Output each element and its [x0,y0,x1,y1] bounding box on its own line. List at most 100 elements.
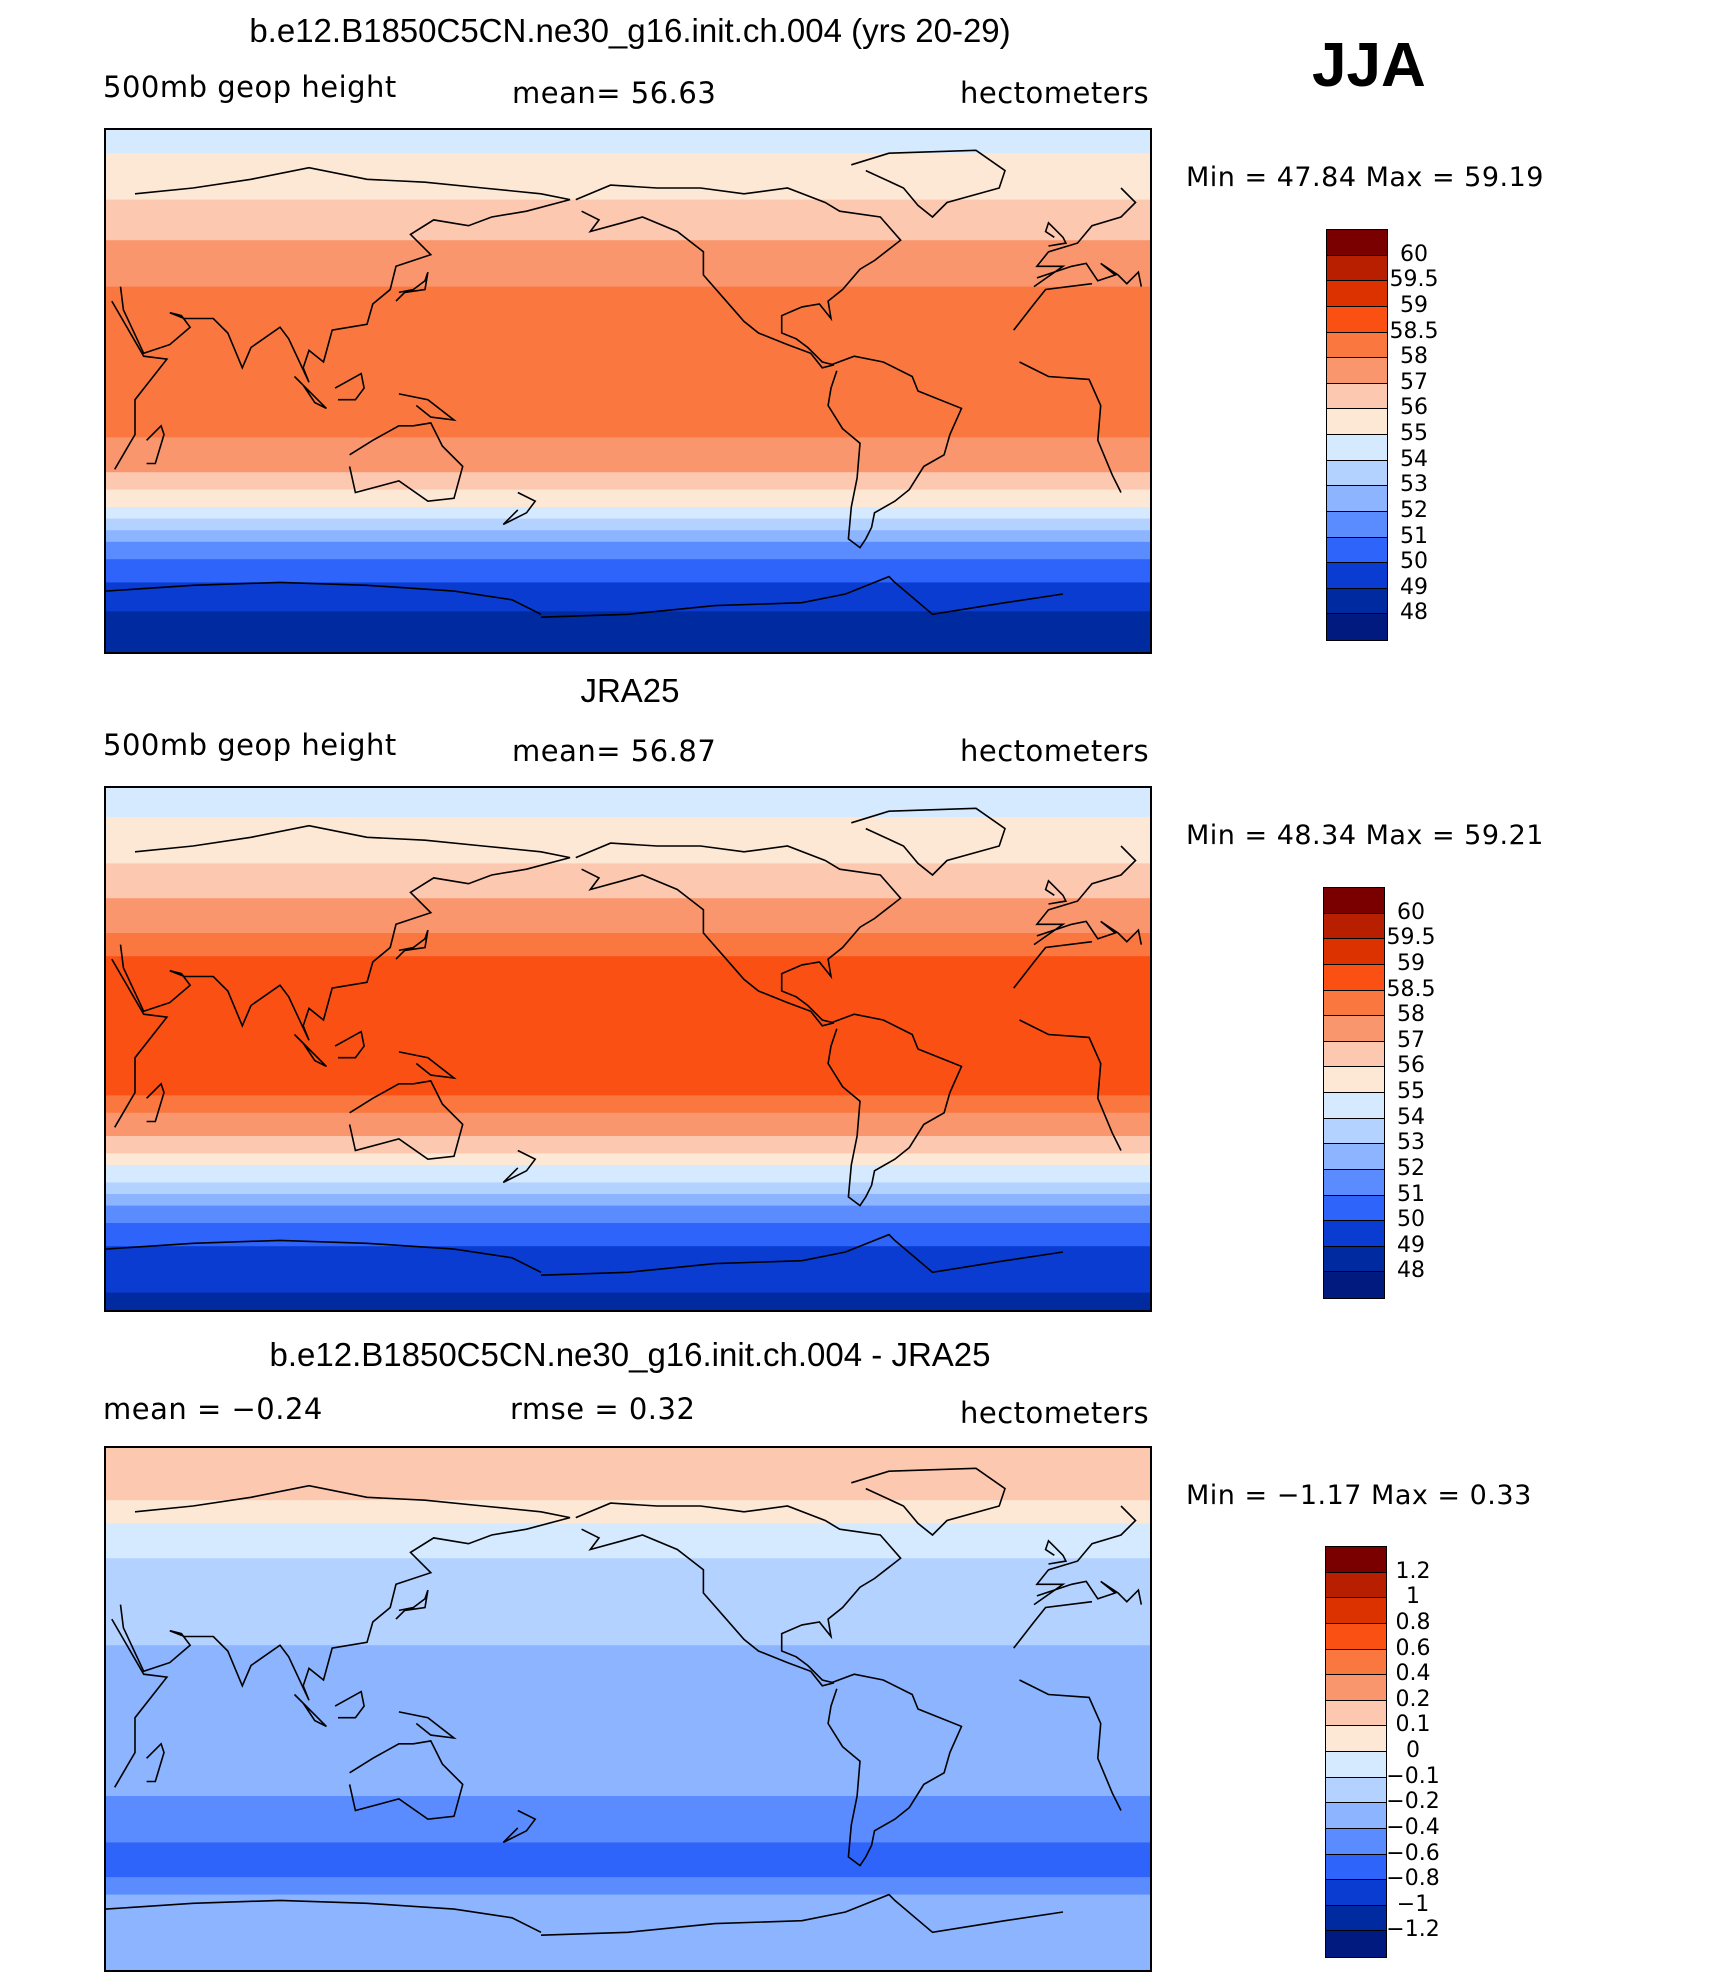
zonal-band [106,367,1150,375]
colorbar-swatch [1324,1195,1384,1222]
zonal-band [106,280,1150,288]
zonal-band [106,153,1150,160]
zonal-band [106,1147,1150,1154]
panel-1-mean-label: mean= 56.63 [512,76,717,110]
panel-1-min-max: Min = 47.84 Max = 59.19 [1186,162,1544,193]
colorbar-swatch [1327,281,1387,307]
colorbar-swatch [1324,1016,1384,1042]
zonal-band [106,565,1150,572]
zonal-band [106,1506,1150,1513]
zonal-band [106,1668,1150,1675]
season-label: JJA [1312,31,1426,100]
zonal-band [106,909,1150,917]
zonal-band [106,135,1150,143]
zonal-band [106,1482,1150,1490]
colorbar-label: 58 [1397,1002,1425,1028]
zonal-band [106,1685,1150,1693]
zonal-band [106,1540,1150,1548]
colorbar-swatch [1327,614,1387,640]
zonal-band [106,344,1150,351]
zonal-band [106,846,1150,853]
zonal-band [106,391,1150,398]
coastline [348,1740,464,1821]
zonal-band [106,892,1150,899]
zonal-band [106,875,1150,882]
zonal-band [106,634,1150,641]
colorbar-label: −0.2 [1386,1789,1440,1815]
zonal-band [106,1511,1150,1519]
colorbar-label: 55 [1400,421,1428,446]
coastline [1033,845,1137,946]
colorbar-label: 58.5 [1386,976,1436,1002]
zonal-band [106,1877,1150,1884]
zonal-band [106,599,1150,607]
coastline [119,1484,571,1701]
zonal-band [106,1598,1150,1606]
zonal-band [106,1854,1150,1861]
zonal-band [106,211,1150,218]
zonal-band [106,1304,1150,1310]
zonal-band [106,1188,1150,1195]
coastline [502,491,537,526]
coastline [111,300,169,470]
colorbar-swatch [1326,1803,1386,1829]
coastline [575,184,902,369]
zonal-band [106,1205,1150,1212]
colorbar-label: 57 [1397,1027,1425,1053]
zonal-band [106,373,1150,380]
zonal-band [106,402,1150,409]
zonal-band [106,141,1150,148]
zonal-band [106,869,1150,876]
colorbar-swatch [1327,230,1387,256]
zonal-band [106,1020,1150,1027]
colorbar-label: 1.2 [1395,1558,1431,1584]
zonal-band [106,263,1150,270]
zonal-band [106,170,1150,177]
zonal-band [106,286,1150,293]
map-canvas [106,1448,1150,1970]
colorbar-label: 60 [1400,241,1428,267]
zonal-band [106,188,1150,195]
colorbar-swatch [1327,460,1387,487]
zonal-band [106,1575,1150,1582]
coastline [851,807,1006,877]
zonal-band [106,1958,1150,1965]
zonal-band [106,547,1150,554]
zonal-band [106,1703,1150,1710]
colorbar-swatch [1326,1931,1386,1957]
colorbar-label: −0.8 [1386,1866,1440,1892]
zonal-band [106,437,1150,444]
zonal-band [106,973,1150,980]
zonal-band [106,228,1150,235]
coastline [1013,940,1093,989]
zonal-band [106,472,1150,479]
zonal-band [106,1124,1150,1131]
zonal-band [106,1697,1150,1704]
coastline [348,422,464,503]
zonal-band [106,1871,1150,1878]
colorbar-swatch [1326,1572,1386,1599]
zonal-band [106,309,1150,317]
zonal-band [106,1883,1150,1890]
zonal-band [106,617,1150,624]
zonal-band [106,1616,1150,1623]
zonal-band [106,199,1150,206]
zonal-band [106,1825,1150,1832]
colorbar-label: 56 [1397,1053,1425,1079]
zonal-band [106,1761,1150,1768]
colorbar-swatch [1324,990,1384,1017]
panel-2-title: JRA25 [580,672,680,709]
zonal-band [106,379,1150,386]
zonal-band [106,1581,1150,1588]
zonal-band [106,799,1150,806]
coastline [1036,262,1143,287]
zonal-band [106,1465,1150,1472]
colorbar-label: 48 [1397,1258,1425,1284]
panel-3-mean-label: mean = −0.24 [103,1392,323,1426]
zonal-band [106,1964,1150,1970]
coastline [540,1893,1064,1936]
colorbar-swatch [1326,1828,1386,1855]
zonal-band [106,1813,1150,1820]
zonal-band [106,1627,1150,1635]
zonal-band [106,292,1150,299]
